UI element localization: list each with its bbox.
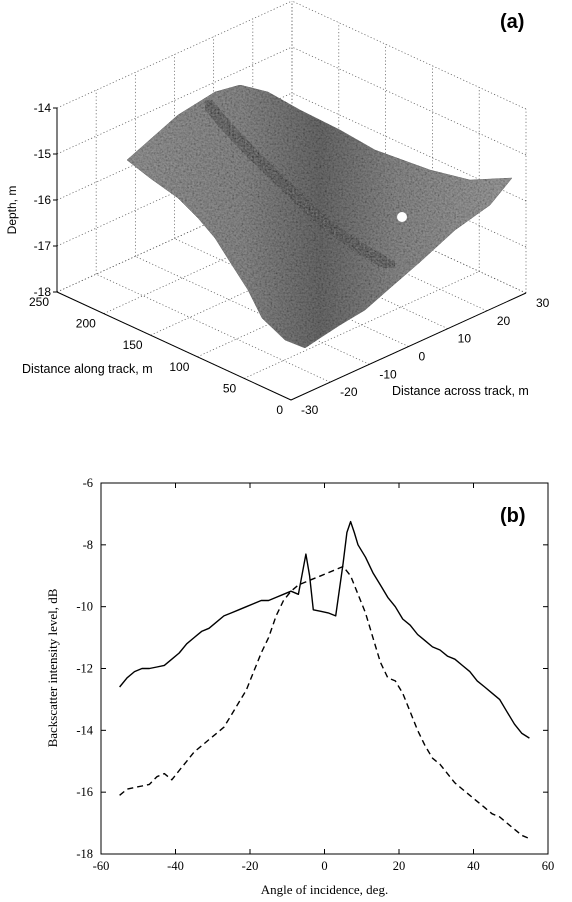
x-tick-label: 150 [123, 338, 143, 352]
back-wall-gridline [56, 46, 293, 155]
y-tick-label: -16 [76, 785, 93, 799]
y-tick-label: -6 [83, 476, 93, 490]
x-tick-label: 40 [467, 859, 480, 873]
back-wall-gridline [56, 0, 293, 109]
y-tick-label: -14 [76, 723, 93, 737]
side-wall-gridline [291, 0, 527, 110]
y-tick-label: -12 [76, 662, 93, 676]
panel-a-ylabel: Distance across track, m [392, 384, 529, 398]
side-wall-gridline [291, 92, 527, 202]
x-tick-label: 100 [169, 360, 189, 374]
floor-gridline [135, 256, 370, 365]
series-line-dashed [119, 565, 530, 840]
panel-a-zlabel: Depth, m [5, 186, 19, 235]
x-axis-line [56, 291, 292, 401]
panel-b-series [119, 520, 530, 840]
x-tick-label: 0 [276, 403, 283, 417]
panel-b-xlabel: Angle of incidence, deg. [261, 882, 388, 897]
y-tick-label: -18 [76, 847, 93, 861]
panel-b-line-chart: -60 -40 -20 0 20 40 60 -6 -8 -10 -12 -14 -16 -18 Angl… [45, 476, 554, 897]
z-tick-label: -16 [34, 193, 52, 207]
z-tick-label: -17 [34, 239, 52, 253]
y-tick-label: 10 [458, 332, 472, 346]
y-tick-label: -8 [83, 538, 93, 552]
y-tick-label: 20 [497, 314, 511, 328]
x-tick-label: -20 [242, 859, 259, 873]
z-tick-label: -15 [34, 147, 52, 161]
y-tick-label: 30 [536, 296, 550, 310]
series-line-solid [119, 520, 530, 739]
y-tick-label: -10 [379, 367, 397, 381]
z-tick-label: -14 [34, 101, 52, 115]
x-tick-label: 60 [542, 859, 555, 873]
x-tick-label: 200 [76, 317, 96, 331]
floor-gridline [96, 273, 331, 383]
panel-b-plot-frame [100, 482, 549, 855]
x-tick-label: 250 [29, 295, 49, 309]
seafloor-surface [126, 84, 513, 349]
panel-a-label: (a) [500, 11, 524, 33]
x-tick-label: 50 [223, 381, 237, 395]
x-tick-label: 0 [321, 859, 327, 873]
floor-gridline [174, 238, 409, 347]
side-wall-gridline [291, 46, 527, 156]
y-tick-label: -10 [76, 600, 93, 614]
panel-b-label: (b) [500, 505, 526, 527]
y-tick-label: 0 [419, 350, 426, 364]
panel-b-ylabel: Backscatter intensity level, dB [45, 588, 60, 747]
panel-b-axes: -60 -40 -20 0 20 40 60 -6 -8 -10 -12 -14 -16 -18 [76, 476, 554, 873]
z-tick-label: -18 [34, 285, 52, 299]
x-tick-label: -40 [167, 859, 184, 873]
y-tick-label: -20 [340, 385, 358, 399]
panel-a-xlabel: Distance along track, m [22, 362, 153, 376]
x-tick-label: 20 [393, 859, 406, 873]
y-axis-line [290, 292, 527, 401]
x-tick-label: -60 [93, 859, 110, 873]
y-tick-label: -30 [301, 403, 319, 417]
